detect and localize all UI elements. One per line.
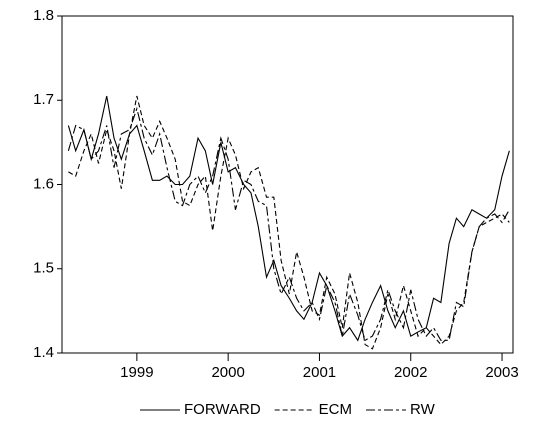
series-line	[67, 106, 510, 342]
y-tick-label: 1.8	[33, 7, 54, 24]
plot-frame	[61, 15, 514, 354]
x-tick-label: 2002	[394, 364, 427, 381]
x-tick-label: 2003	[485, 364, 518, 381]
legend-label: RW	[410, 401, 436, 418]
y-tick-label: 1.7	[33, 91, 54, 108]
x-tick-label: 2001	[303, 364, 336, 381]
y-tick-label: 1.5	[33, 260, 54, 277]
legend-label: ECM	[319, 401, 352, 418]
x-tick-label: 1999	[120, 364, 153, 381]
y-tick-label: 1.6	[33, 175, 54, 192]
y-tick-label: 1.4	[33, 344, 54, 361]
series-line	[67, 95, 510, 342]
series-line	[68, 95, 510, 350]
legend-label: FORWARD	[184, 401, 261, 418]
x-tick-label: 2000	[211, 364, 244, 381]
